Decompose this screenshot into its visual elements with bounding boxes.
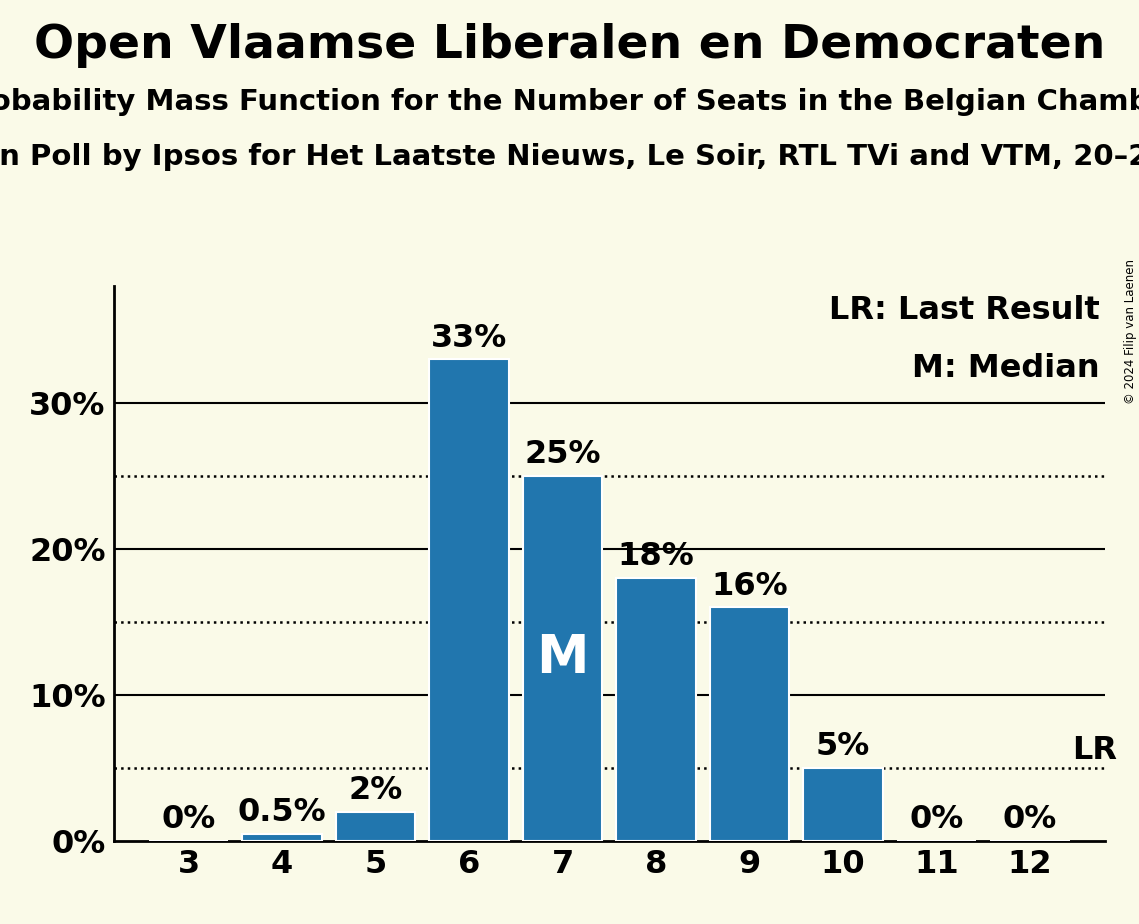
Text: 33%: 33% — [431, 322, 507, 354]
Bar — [429, 359, 509, 841]
Text: 2%: 2% — [349, 775, 403, 806]
Bar — [616, 578, 696, 841]
Text: 16%: 16% — [711, 571, 788, 602]
Text: M: Median: M: Median — [912, 353, 1100, 384]
Text: Open Vlaamse Liberalen en Democraten: Open Vlaamse Liberalen en Democraten — [34, 23, 1105, 68]
Bar — [803, 768, 883, 841]
Text: M: M — [536, 632, 589, 685]
Text: 0%: 0% — [162, 804, 215, 835]
Bar — [710, 607, 789, 841]
Text: 18%: 18% — [617, 541, 695, 572]
Text: 0%: 0% — [909, 804, 964, 835]
Text: 25%: 25% — [524, 439, 601, 470]
Text: LR: Last Result: LR: Last Result — [829, 295, 1100, 326]
Text: © 2024 Filip van Laenen: © 2024 Filip van Laenen — [1124, 259, 1137, 404]
Text: Probability Mass Function for the Number of Seats in the Belgian Chamber: Probability Mass Function for the Number… — [0, 88, 1139, 116]
Text: 0%: 0% — [1003, 804, 1057, 835]
Text: on an Opinion Poll by Ipsos for Het Laatste Nieuws, Le Soir, RTL TVi and VTM, 20: on an Opinion Poll by Ipsos for Het Laat… — [0, 143, 1139, 171]
Text: 5%: 5% — [816, 731, 870, 762]
Text: LR: LR — [1072, 735, 1117, 766]
Bar — [523, 476, 603, 841]
Bar — [336, 811, 416, 841]
Text: 0.5%: 0.5% — [238, 796, 327, 828]
Bar — [243, 833, 322, 841]
